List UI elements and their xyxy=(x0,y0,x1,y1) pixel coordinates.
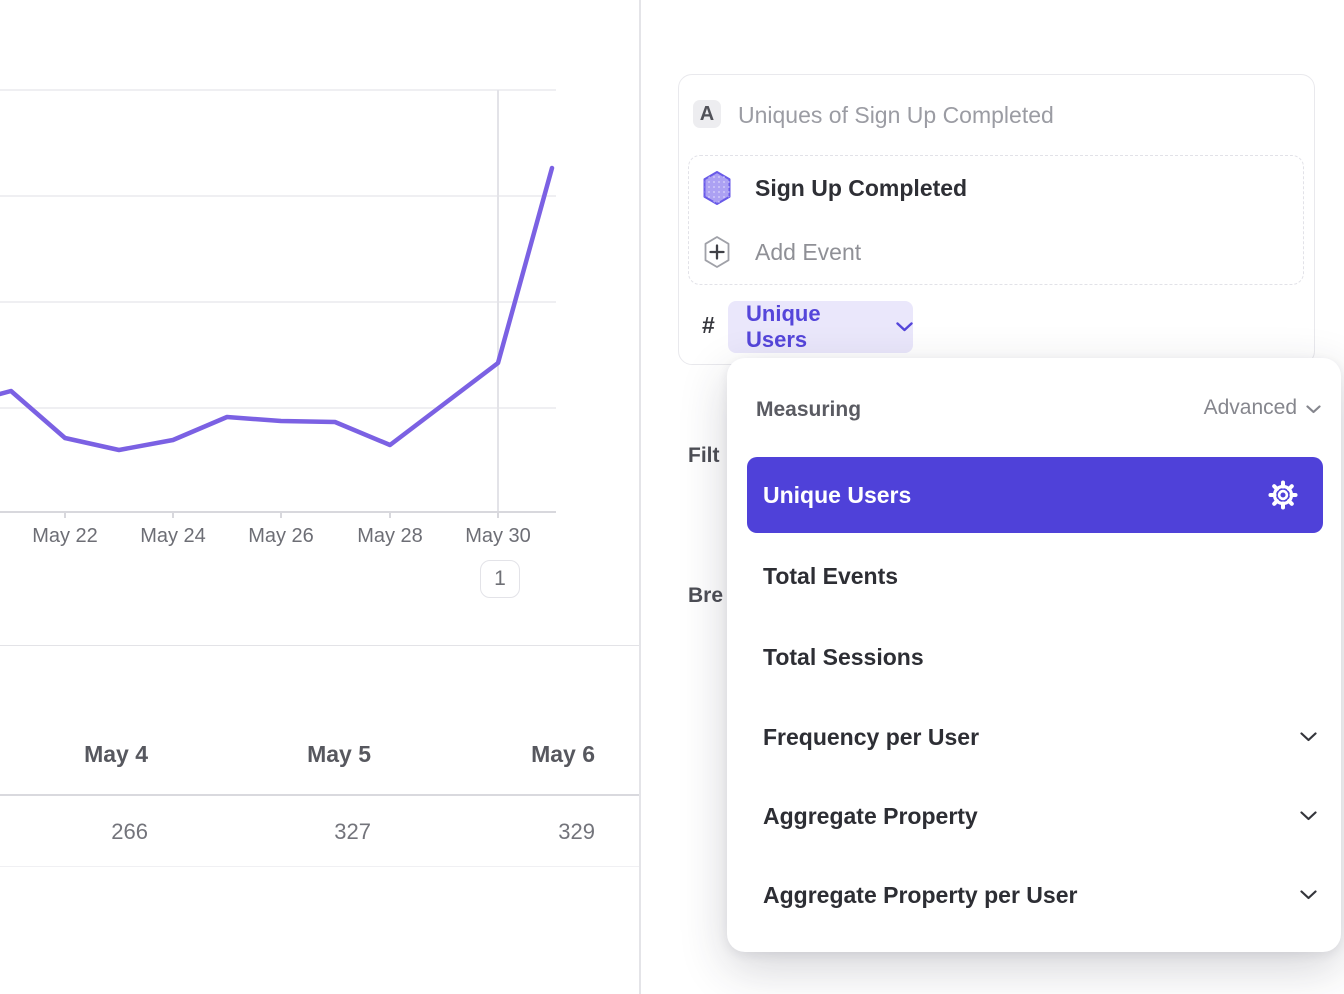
breakdowns-section-label: Bre xyxy=(688,584,724,607)
menu-item-total-events[interactable]: Total Events xyxy=(727,546,1341,606)
table-value-may5: 327 xyxy=(334,819,371,844)
trend-chart xyxy=(0,89,556,518)
measure-row: # Unique Users xyxy=(679,301,1314,353)
menu-item-label: Unique Users xyxy=(763,481,912,508)
table-bottom-divider xyxy=(0,866,639,867)
pagination-page-label: 1 xyxy=(494,567,506,590)
panel-divider xyxy=(639,0,641,994)
menu-item-label: Aggregate Property per User xyxy=(763,881,1078,908)
chevron-down-icon xyxy=(896,322,913,332)
table-header-may6[interactable]: May 6 xyxy=(531,741,595,767)
series-badge[interactable]: A xyxy=(693,100,721,128)
event-hexagon-icon xyxy=(703,171,731,205)
x-axis-tick-label: May 22 xyxy=(32,525,98,547)
add-event-icon xyxy=(704,236,730,268)
advanced-mode-value: Advanced xyxy=(1203,396,1297,419)
x-axis-tick-label: May 24 xyxy=(140,525,206,547)
event-name-label: Sign Up Completed xyxy=(755,174,968,201)
menu-item-total-sessions[interactable]: Total Sessions xyxy=(727,627,1341,687)
table-top-divider xyxy=(0,645,639,646)
x-axis-tick-label: May 30 xyxy=(465,525,531,547)
chevron-down-icon xyxy=(1300,732,1317,742)
chevron-down-icon xyxy=(1306,396,1321,420)
filters-section-label: Filt xyxy=(688,444,720,467)
menu-item-unique-users[interactable]: Unique Users xyxy=(747,457,1323,533)
table-header-may5[interactable]: May 5 xyxy=(307,741,371,767)
measuring-dropdown-menu: Measuring Advanced Unique Users xyxy=(727,358,1341,952)
table-value-may4: 266 xyxy=(111,819,148,844)
gear-icon[interactable] xyxy=(1267,479,1299,511)
menu-item-label: Frequency per User xyxy=(763,723,980,750)
add-event-label: Add Event xyxy=(755,238,862,265)
menu-item-label: Total Sessions xyxy=(763,643,924,670)
x-axis-tick-label: May 26 xyxy=(248,525,314,547)
chevron-down-icon xyxy=(1300,890,1317,900)
x-axis-tick-label: May 28 xyxy=(357,525,423,547)
measure-selector-value: Unique Users xyxy=(746,301,821,352)
chevron-down-icon xyxy=(1300,811,1317,821)
menu-item-aggregate-property-per-user[interactable]: Aggregate Property per User xyxy=(727,865,1341,925)
table-header-divider xyxy=(0,794,639,796)
event-row-sign-up-completed[interactable]: Sign Up Completed xyxy=(689,156,1303,220)
metric-card: A Uniques of Sign Up Completed Sign Up C… xyxy=(678,74,1315,365)
measuring-header-label: Measuring xyxy=(756,398,862,421)
measure-selector-button[interactable]: Unique Users xyxy=(728,301,913,353)
menu-item-frequency-per-user[interactable]: Frequency per User xyxy=(727,707,1341,767)
menu-item-label: Aggregate Property xyxy=(763,802,978,829)
advanced-mode-selector[interactable]: Advanced xyxy=(1204,396,1321,420)
table-header-may4[interactable]: May 4 xyxy=(84,741,148,767)
menu-item-aggregate-property[interactable]: Aggregate Property xyxy=(727,786,1341,846)
number-measure-icon: # xyxy=(702,312,715,338)
pagination-page-button[interactable]: 1 xyxy=(480,560,520,598)
add-event-button[interactable]: Add Event xyxy=(689,220,1303,284)
menu-item-label: Total Events xyxy=(763,562,899,589)
event-list-card: Sign Up Completed Add Event xyxy=(688,155,1304,285)
table-value-may6: 329 xyxy=(558,819,595,844)
metric-title: Uniques of Sign Up Completed xyxy=(738,102,1054,128)
